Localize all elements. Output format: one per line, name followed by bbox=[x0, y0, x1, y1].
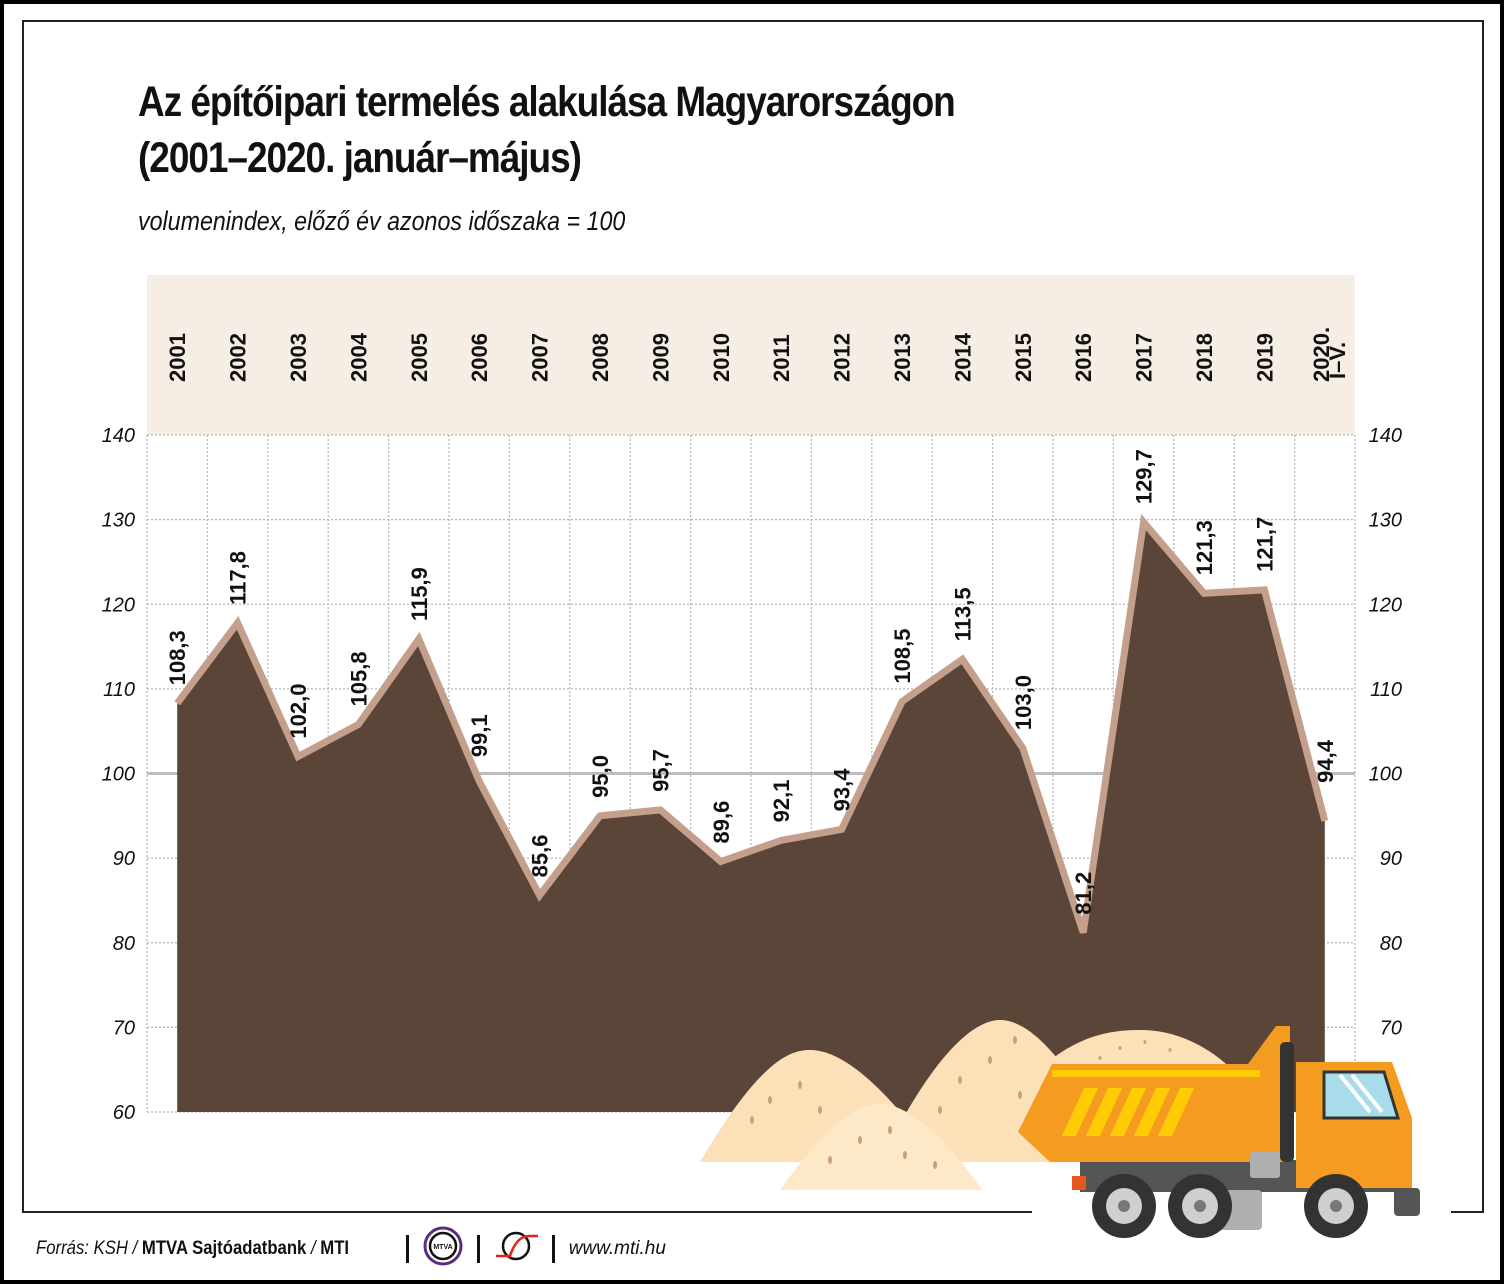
y-axis-right: 140 130 120 110 100 90 80 70 bbox=[1369, 425, 1402, 1039]
y-tick-label-right: 80 bbox=[1380, 933, 1402, 955]
inner-frame bbox=[22, 20, 24, 1212]
value-label: 94,4 bbox=[1313, 739, 1338, 783]
website-url: www.mti.hu bbox=[568, 1238, 666, 1259]
y-tick-label-right: 100 bbox=[1369, 764, 1402, 786]
y-tick-label: 80 bbox=[113, 933, 135, 955]
value-label: 85,6 bbox=[528, 835, 553, 878]
y-tick-label: 90 bbox=[113, 848, 135, 870]
x-axis-label: 2016 bbox=[1071, 333, 1096, 382]
x-axis-label: 2008 bbox=[588, 333, 613, 382]
x-axis-label: 2004 bbox=[346, 332, 371, 382]
truck-window bbox=[1322, 1070, 1401, 1120]
inner-frame bbox=[1451, 1211, 1484, 1213]
mti-logo bbox=[494, 1228, 538, 1270]
value-label: 102,0 bbox=[286, 684, 311, 739]
svg-text:MTVA: MTVA bbox=[433, 1244, 452, 1251]
y-tick-label-right: 110 bbox=[1370, 679, 1402, 701]
truck-bed-ribs bbox=[1062, 1088, 1194, 1136]
footer: Forrás: KSH / MTVA Sajtóadatbank / MTI M… bbox=[36, 1226, 666, 1266]
x-axis-labels: 2001 2002 2003 2004 2005 2006 2007 2008 2009 2010… bbox=[165, 327, 1350, 382]
x-axis-label: 2002 bbox=[226, 333, 251, 382]
value-labels: 108,3 117,8 102,0 105,8 115,9 99,1 85,6 95,0 95,… bbox=[165, 449, 1338, 914]
inner-frame bbox=[1482, 20, 1484, 1212]
truck-bed-stripe bbox=[1052, 1070, 1260, 1077]
x-axis-label: 2006 bbox=[467, 333, 492, 382]
truck-window-glare bbox=[1338, 1073, 1384, 1114]
sand-pile bbox=[780, 1104, 982, 1190]
value-label: 95,7 bbox=[648, 749, 673, 792]
y-tick-label-right: 120 bbox=[1369, 594, 1402, 616]
y-tick-label-right: 130 bbox=[1369, 510, 1402, 532]
source-credit: Forrás: KSH / MTVA Sajtóadatbank / MTI bbox=[36, 1238, 350, 1259]
y-tick-label-right: 70 bbox=[1380, 1017, 1402, 1039]
chart-title: Az építőipari termelés alakulása Magyaro… bbox=[138, 74, 956, 186]
value-label: 121,3 bbox=[1192, 520, 1217, 575]
value-label: 103,0 bbox=[1011, 675, 1036, 730]
value-label: 89,6 bbox=[709, 801, 734, 844]
x-axis-label: 2003 bbox=[286, 333, 311, 382]
truck-grille-box bbox=[1250, 1152, 1280, 1178]
truck-bumper bbox=[1394, 1188, 1420, 1216]
x-axis-label: 2001 bbox=[165, 333, 190, 382]
x-axis-label: 2005 bbox=[407, 333, 432, 382]
divider bbox=[405, 1235, 409, 1263]
value-label: 113,5 bbox=[950, 587, 975, 641]
x-axis-label: 2011 bbox=[769, 334, 794, 382]
divider bbox=[476, 1235, 480, 1263]
data-line bbox=[174, 514, 1329, 934]
y-tick-label-right: 140 bbox=[1369, 425, 1402, 447]
y-axis-left: 140 130 120 110 100 90 80 70 60 bbox=[102, 425, 135, 1124]
mtva-logo: MTVA bbox=[423, 1226, 463, 1272]
chart-title-line2: (2001–2020. január–május) bbox=[138, 134, 582, 182]
y-tick-label: 130 bbox=[102, 510, 135, 532]
value-label: 108,3 bbox=[165, 630, 190, 685]
x-axis-label-sub: I–V. bbox=[1325, 342, 1350, 379]
y-tick-label: 60 bbox=[113, 1102, 135, 1124]
y-tick-label: 100 bbox=[102, 764, 135, 786]
truck-rear-light bbox=[1072, 1176, 1086, 1190]
inner-frame bbox=[22, 1211, 1032, 1213]
x-axis-label: 2019 bbox=[1252, 333, 1277, 382]
truck-exhaust bbox=[1280, 1042, 1294, 1162]
area-fill bbox=[177, 522, 1325, 1112]
value-label: 121,7 bbox=[1252, 517, 1277, 572]
x-axis-label: 2012 bbox=[830, 333, 855, 382]
value-label: 129,7 bbox=[1132, 449, 1157, 504]
dump-truck-illustration bbox=[1018, 1026, 1420, 1238]
x-axis-label: 2013 bbox=[890, 333, 915, 382]
value-label: 115,9 bbox=[407, 567, 432, 621]
x-axis-label: 2010 bbox=[709, 333, 734, 382]
x-axis-label: 2020. bbox=[1309, 327, 1334, 382]
x-axis-label: 2014 bbox=[950, 332, 975, 382]
value-label: 81,2 bbox=[1071, 872, 1096, 915]
value-label: 93,4 bbox=[830, 768, 855, 812]
value-label: 105,8 bbox=[346, 651, 371, 706]
y-tick-label: 70 bbox=[113, 1017, 135, 1039]
year-header-band bbox=[147, 275, 1355, 435]
x-axis-label: 2007 bbox=[528, 333, 553, 382]
inner-frame bbox=[22, 20, 1484, 22]
divider bbox=[551, 1235, 555, 1263]
x-axis-label: 2009 bbox=[648, 333, 673, 382]
value-label: 95,0 bbox=[588, 755, 613, 798]
x-axis-label: 2017 bbox=[1132, 333, 1157, 382]
y-tick-label: 140 bbox=[102, 425, 135, 447]
chart-title-line1: Az építőipari termelés alakulása Magyaro… bbox=[138, 78, 956, 126]
value-label: 99,1 bbox=[467, 714, 492, 757]
truck-wheels bbox=[1092, 1174, 1368, 1238]
value-label: 92,1 bbox=[769, 780, 794, 823]
chart-subtitle: volumenindex, előző év azonos időszaka =… bbox=[138, 206, 626, 236]
y-tick-label-right: 90 bbox=[1380, 848, 1402, 870]
y-tick-label: 120 bbox=[102, 594, 135, 616]
x-axis-label: 2018 bbox=[1192, 333, 1217, 382]
y-tick-label: 110 bbox=[103, 679, 135, 701]
value-label: 117,8 bbox=[226, 551, 251, 605]
value-label: 108,5 bbox=[890, 629, 915, 684]
x-axis-label: 2015 bbox=[1011, 333, 1036, 382]
